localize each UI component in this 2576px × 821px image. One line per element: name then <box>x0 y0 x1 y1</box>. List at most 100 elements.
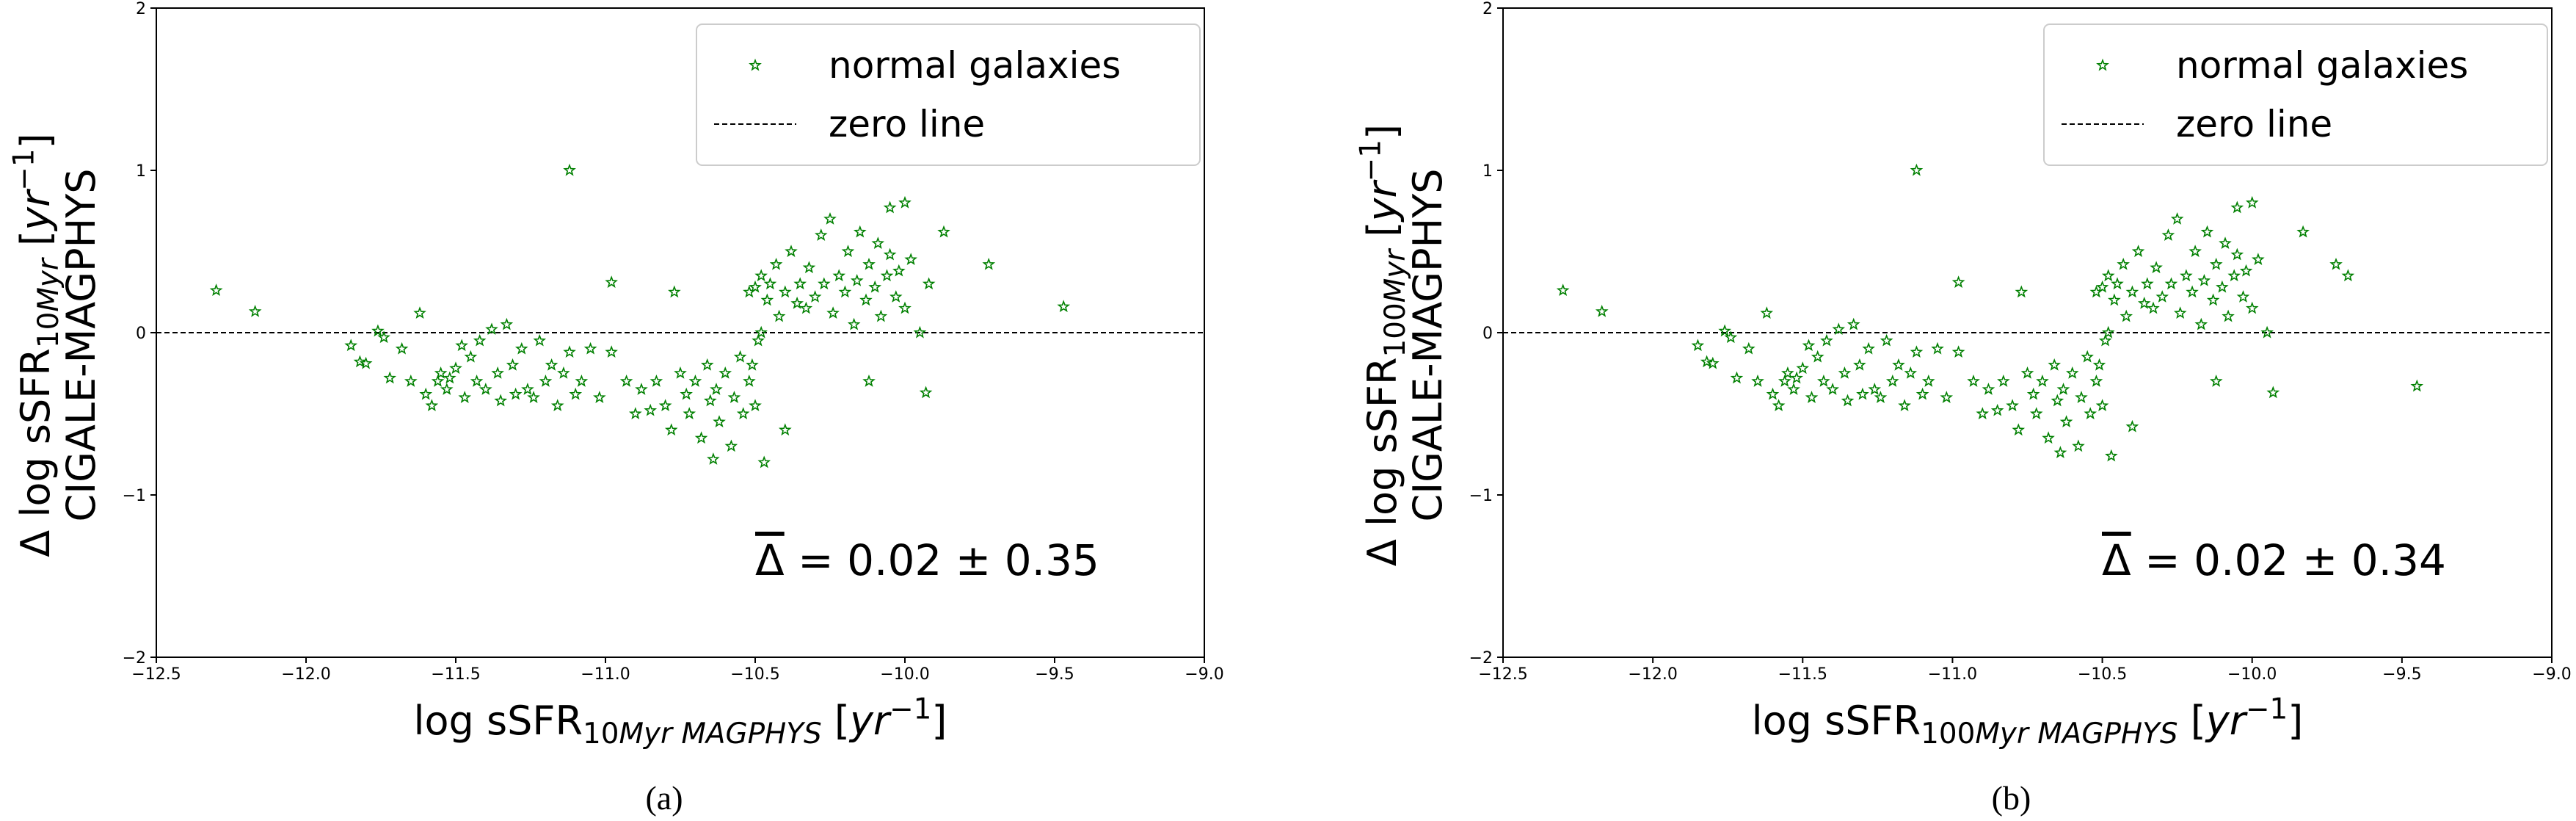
data-point <box>799 301 813 314</box>
x-tick-label: −10.0 <box>2227 665 2277 684</box>
data-point <box>2084 407 2097 420</box>
x-tick-label: −9.0 <box>1185 665 1223 684</box>
data-point <box>2410 379 2424 392</box>
data-point <box>1742 341 1755 355</box>
data-point <box>2173 306 2187 319</box>
data-point <box>2200 225 2214 238</box>
data-point <box>2081 350 2094 363</box>
y-axis-label: Δ log sSFR100Myr [yr−1] <box>1354 124 1412 566</box>
data-point <box>2125 419 2139 433</box>
data-point <box>509 387 523 400</box>
data-point <box>814 228 828 241</box>
panel: −12.5 −12.0 −11.5 −11.0 −10.5 −10.0 −9.5 −9.0 −2… <box>1354 0 2571 817</box>
x-tick-label: −9.5 <box>1035 665 1074 684</box>
y-tick-label: 2 <box>1482 0 1493 18</box>
data-point <box>746 358 759 371</box>
annotation: Δ = 0.02 ± 0.35 <box>755 535 1099 585</box>
data-point <box>1931 341 1944 355</box>
data-point <box>1811 350 1824 363</box>
data-point <box>1951 275 1965 289</box>
data-point <box>434 366 448 379</box>
data-point <box>2230 200 2244 214</box>
label-part: ] <box>931 698 947 744</box>
data-point <box>2125 285 2139 298</box>
data-point <box>874 309 888 322</box>
data-point <box>1880 333 1893 347</box>
label-part: 100 <box>1921 717 1975 751</box>
data-point <box>395 341 409 355</box>
data-point <box>557 366 570 379</box>
data-point <box>1862 341 1875 355</box>
data-point <box>2095 280 2109 293</box>
data-point <box>823 211 837 225</box>
label-part: log sSFR <box>1752 698 1921 744</box>
legend-label: zero line <box>2176 103 2332 145</box>
data-point <box>2015 285 2029 298</box>
data-point <box>2137 296 2151 309</box>
caption: (b) <box>1992 779 2031 817</box>
data-point <box>664 423 678 436</box>
data-point <box>371 324 385 337</box>
data-point <box>359 356 373 369</box>
data-point <box>1967 374 1980 387</box>
data-point <box>1832 322 1846 336</box>
x-tick-label: −10.5 <box>730 665 779 684</box>
data-point <box>752 333 765 347</box>
legend-marker <box>2096 58 2109 71</box>
data-point <box>1898 399 1911 411</box>
data-point <box>2296 225 2310 238</box>
label-part: [ <box>2178 698 2206 744</box>
data-point <box>1820 333 1833 347</box>
data-point <box>700 358 714 371</box>
data-point <box>754 269 768 282</box>
data-point <box>1766 387 1780 400</box>
data-point <box>431 374 445 387</box>
data-point <box>2117 257 2130 270</box>
data-point <box>2170 212 2184 225</box>
data-point <box>1817 375 1830 387</box>
data-point <box>862 257 876 270</box>
data-point <box>688 374 702 387</box>
data-point <box>982 257 996 270</box>
data-point <box>605 275 618 289</box>
data-point <box>818 277 831 290</box>
data-point <box>644 403 658 416</box>
data-point <box>757 455 771 469</box>
data-point <box>2072 439 2085 452</box>
data-point <box>658 399 672 411</box>
data-point <box>539 374 553 387</box>
data-point <box>583 341 597 355</box>
data-point <box>2341 269 2355 282</box>
data-point <box>2236 290 2250 303</box>
data-point <box>2209 374 2223 387</box>
data-point <box>1997 375 2010 387</box>
overlined-symbol: Δ <box>755 535 785 585</box>
data-point <box>2155 290 2169 303</box>
label-part: CIGALE-MAGPHYS <box>1405 169 1451 522</box>
data-point <box>889 290 903 303</box>
x-tick-label: −10.5 <box>2078 665 2127 684</box>
data-point <box>1910 345 1924 358</box>
data-point <box>491 366 504 379</box>
label-part: 10 <box>583 717 619 751</box>
data-point <box>2101 269 2115 282</box>
data-point <box>680 387 693 400</box>
data-point <box>2111 277 2124 290</box>
data-point <box>248 305 262 317</box>
data-point <box>703 394 717 407</box>
label-part: ] <box>2288 698 2303 744</box>
data-point <box>778 285 792 298</box>
data-point <box>455 339 468 352</box>
data-point <box>2266 386 2280 399</box>
data-point <box>2036 374 2049 387</box>
x-tick-label: −12.5 <box>131 665 181 684</box>
label-part: −1 <box>2246 692 2288 726</box>
data-point <box>868 280 882 293</box>
data-point <box>2147 301 2160 314</box>
data-point <box>2329 257 2343 270</box>
data-point <box>763 277 777 290</box>
x-tick-label: −11.5 <box>431 665 480 684</box>
data-point <box>1805 391 1819 403</box>
data-point <box>749 280 762 293</box>
x-tick-label: −11.0 <box>581 665 630 684</box>
